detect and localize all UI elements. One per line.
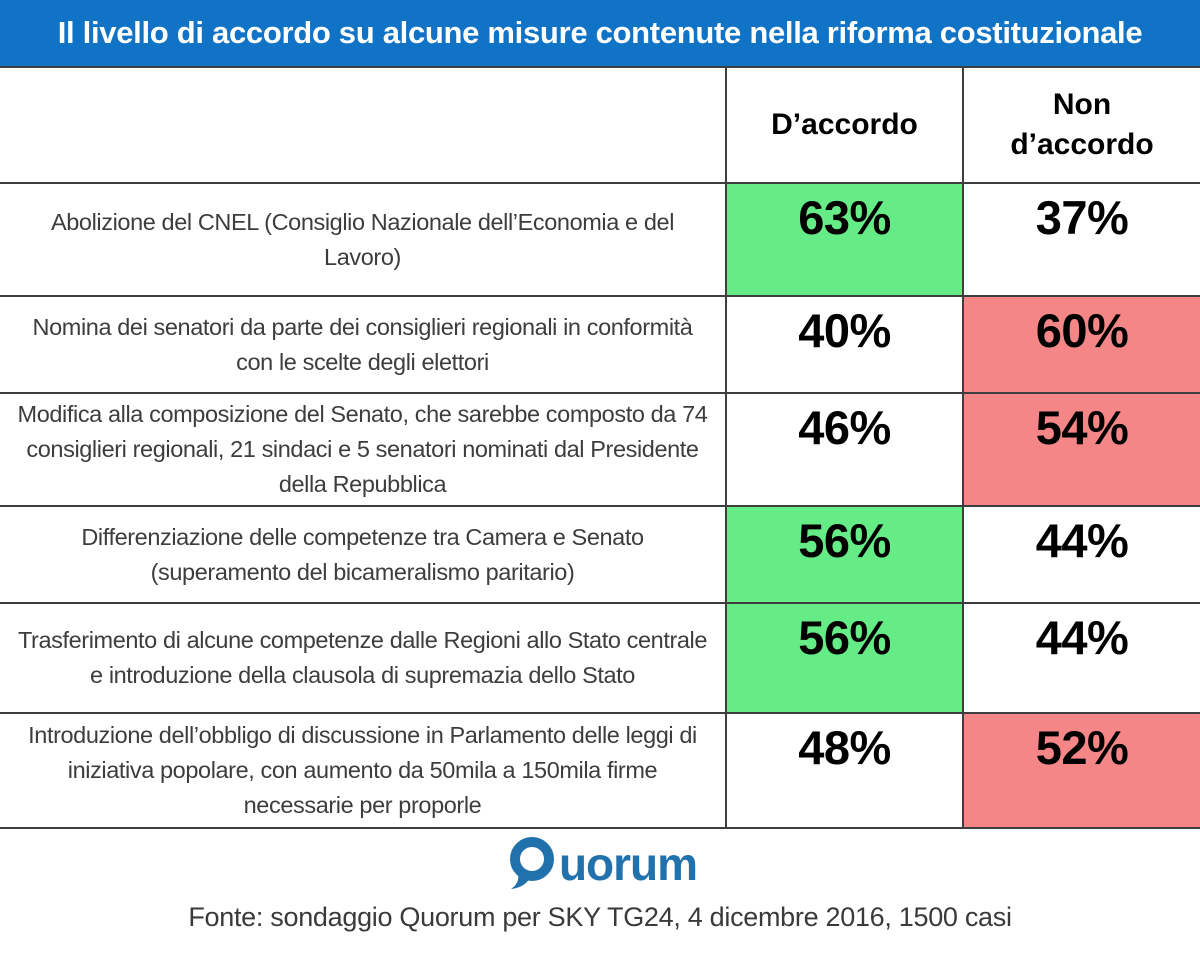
disagree-cell: 52% xyxy=(962,714,1200,827)
measure-cell: Abolizione del CNEL (Consiglio Nazionale… xyxy=(0,184,725,295)
table-row-nomina-senatori: Nomina dei senatori da parte dei consigl… xyxy=(0,297,1200,394)
disagree-cell: 54% xyxy=(962,394,1200,505)
disagree-cell: 44% xyxy=(962,604,1200,712)
table-row-composizione-senato: Modifica alla composizione del Senato, c… xyxy=(0,394,1200,507)
table-row-differenziazione-competenze: Differenziazione delle competenze tra Ca… xyxy=(0,507,1200,604)
corner-cell xyxy=(0,68,725,182)
measure-cell: Trasferimento di alcune competenze dalle… xyxy=(0,604,725,712)
quorum-logo: uorum xyxy=(0,834,1200,892)
agree-cell: 56% xyxy=(725,507,962,602)
agree-cell: 56% xyxy=(725,604,962,712)
table-header-row: D’accordo Non d’accordo xyxy=(0,68,1200,184)
table-row-trasferimento-competenze: Trasferimento di alcune competenze dalle… xyxy=(0,604,1200,714)
disagree-column-header: Non d’accordo xyxy=(962,68,1200,182)
source-text: Fonte: sondaggio Quorum per SKY TG24, 4 … xyxy=(188,902,1012,932)
measure-cell: Modifica alla composizione del Senato, c… xyxy=(0,394,725,505)
measure-cell: Introduzione dell’obbligo di discussione… xyxy=(0,714,725,827)
table-row-cnel: Abolizione del CNEL (Consiglio Nazionale… xyxy=(0,184,1200,297)
agree-cell: 63% xyxy=(725,184,962,295)
agree-cell: 40% xyxy=(725,297,962,392)
agree-cell: 48% xyxy=(725,714,962,827)
quorum-logo-text: uorum xyxy=(558,838,698,890)
quorum-q-icon xyxy=(509,837,554,889)
disagree-cell: 44% xyxy=(962,507,1200,602)
agree-column-header: D’accordo xyxy=(725,68,962,182)
measure-cell: Differenziazione delle competenze tra Ca… xyxy=(0,507,725,602)
results-table: D’accordo Non d’accordo Abolizione del C… xyxy=(0,66,1200,829)
table-row-leggi-iniziativa-popolare: Introduzione dell’obbligo di discussione… xyxy=(0,714,1200,829)
disagree-cell: 60% xyxy=(962,297,1200,392)
title-bar: Il livello di accordo su alcune misure c… xyxy=(0,0,1200,66)
footer: uorum Fonte: sondaggio Quorum per SKY TG… xyxy=(0,834,1200,933)
page-title: Il livello di accordo su alcune misure c… xyxy=(57,15,1143,50)
disagree-cell: 37% xyxy=(962,184,1200,295)
measure-cell: Nomina dei senatori da parte dei consigl… xyxy=(0,297,725,392)
agree-cell: 46% xyxy=(725,394,962,505)
